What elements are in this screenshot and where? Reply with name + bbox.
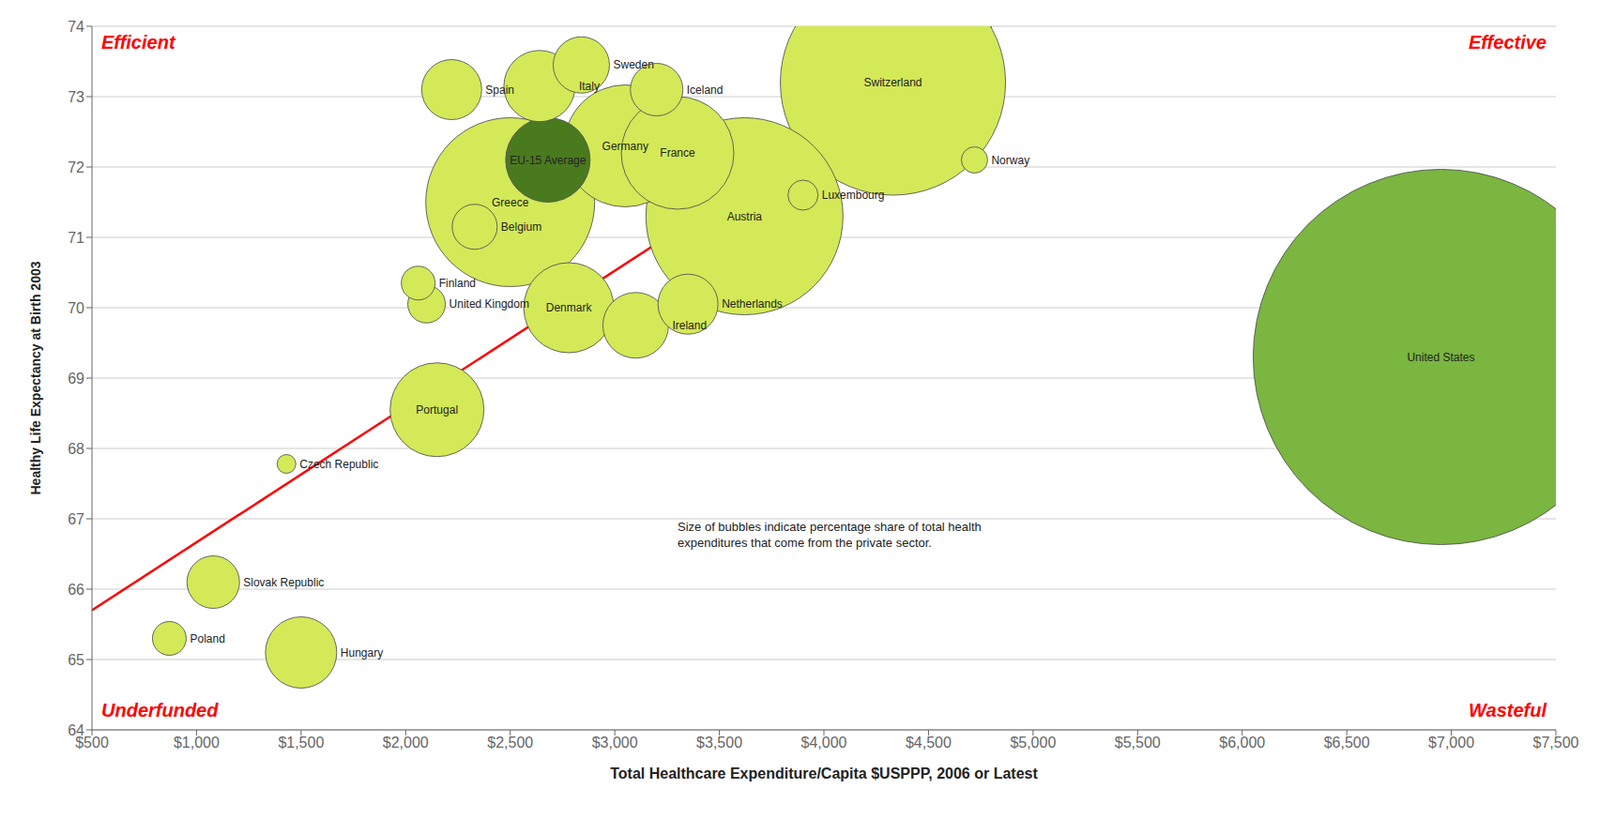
svg-text:71: 71 xyxy=(67,229,85,246)
svg-text:$1,000: $1,000 xyxy=(173,734,220,751)
svg-text:$4,000: $4,000 xyxy=(801,734,848,751)
svg-text:$6,500: $6,500 xyxy=(1324,734,1371,751)
svg-text:67: 67 xyxy=(67,511,85,528)
svg-text:$3,500: $3,500 xyxy=(696,734,743,751)
svg-text:$7,500: $7,500 xyxy=(1533,734,1580,751)
svg-text:Belgium: Belgium xyxy=(501,220,542,234)
html-text:Effective: Effective xyxy=(1468,31,1547,53)
svg-text:$5,500: $5,500 xyxy=(1114,734,1161,751)
svg-text:EU-15 Average: EU-15 Average xyxy=(509,153,586,168)
svg-text:Switzerland: Switzerland xyxy=(864,76,923,90)
svg-text:Norway: Norway xyxy=(990,153,1030,168)
svg-text:Netherlands: Netherlands xyxy=(721,297,783,311)
svg-text:64: 64 xyxy=(67,722,85,739)
svg-text:Germany: Germany xyxy=(602,139,649,153)
svg-text:Austria: Austria xyxy=(727,210,763,224)
svg-text:Iceland: Iceland xyxy=(686,83,724,97)
svg-text:65: 65 xyxy=(67,652,85,669)
svg-text:$2,000: $2,000 xyxy=(382,734,429,751)
svg-text:74: 74 xyxy=(67,18,85,35)
svg-text:Ireland: Ireland xyxy=(671,319,707,333)
svg-text:United Kingdom: United Kingdom xyxy=(449,297,530,311)
svg-text:$7,000: $7,000 xyxy=(1428,734,1475,751)
svg-text:Denmark: Denmark xyxy=(546,301,594,315)
svg-text:Czech Republic: Czech Republic xyxy=(299,457,379,472)
svg-text:$4,500: $4,500 xyxy=(905,734,952,751)
svg-text:70: 70 xyxy=(67,300,85,317)
svg-text:$5,000: $5,000 xyxy=(1009,734,1056,751)
html-text:Size of bubbles indicate perce: Size of bubbles indicate percentage shar… xyxy=(677,519,982,550)
svg-text:United States: United States xyxy=(1406,350,1475,365)
svg-text:Finland: Finland xyxy=(439,276,476,290)
svg-text:Slovak Republic: Slovak Republic xyxy=(243,576,324,590)
svg-text:$3,000: $3,000 xyxy=(592,734,639,751)
svg-text:France: France xyxy=(659,146,696,160)
svg-text:66: 66 xyxy=(67,581,85,598)
html-text:Efficient: Efficient xyxy=(101,31,176,53)
svg-text:$500: $500 xyxy=(75,735,109,752)
svg-text:Healthy Life Expectancy at Bir: Healthy Life Expectancy at Birth 2003 xyxy=(28,260,44,495)
svg-text:$6,000: $6,000 xyxy=(1219,734,1265,751)
svg-text:$1,500: $1,500 xyxy=(277,734,324,751)
svg-text:Sweden: Sweden xyxy=(612,58,654,72)
svg-text:$2,500: $2,500 xyxy=(487,734,534,751)
svg-text:Total Healthcare Expenditure/C: Total Healthcare Expenditure/Capita $USP… xyxy=(609,765,1038,782)
svg-text:73: 73 xyxy=(67,89,85,106)
html-text:Underfunded: Underfunded xyxy=(101,700,219,721)
svg-text:Greece: Greece xyxy=(491,196,530,210)
svg-text:68: 68 xyxy=(67,441,85,458)
svg-text:Hungary: Hungary xyxy=(340,646,383,660)
svg-text:Italy: Italy xyxy=(579,79,600,93)
svg-text:Luxembourg: Luxembourg xyxy=(822,188,885,202)
svg-text:72: 72 xyxy=(67,159,85,176)
html-text:Wasteful: Wasteful xyxy=(1468,700,1547,721)
svg-text:69: 69 xyxy=(67,370,85,387)
svg-text:Portugal: Portugal xyxy=(415,403,458,417)
svg-text:Spain: Spain xyxy=(485,83,515,97)
svg-text:Poland: Poland xyxy=(189,632,225,646)
